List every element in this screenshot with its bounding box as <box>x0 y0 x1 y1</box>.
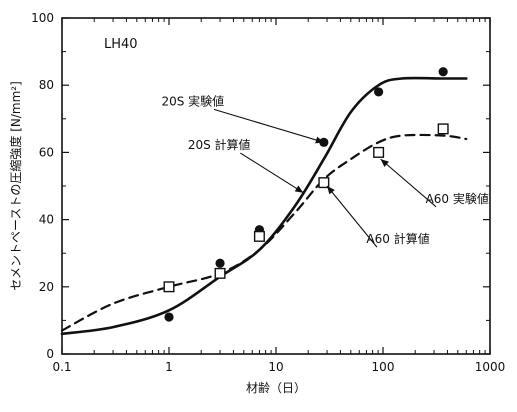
y-tick-label: 60 <box>39 145 54 159</box>
annotation-a60-exp-arrowhead <box>380 159 389 167</box>
x-tick-label: 0.1 <box>52 360 71 374</box>
annotation-20s-exp-arrowhead <box>315 136 324 144</box>
x-tick-label: 10 <box>268 360 283 374</box>
series-lines <box>60 76 468 336</box>
annotation-20s-calc-arrowhead <box>294 185 304 193</box>
annotation-20s-exp-label: 20S 実験値 <box>161 93 224 108</box>
y-axis-title: セメントペーストの圧縮強度 [N/mm²] <box>8 81 23 291</box>
s20-exp-point <box>438 67 448 77</box>
annotation-20s-calc-label: 20S 計算値 <box>188 137 251 152</box>
s20-calc-line <box>60 76 468 336</box>
y-tick-label: 100 <box>31 11 54 25</box>
panel-label: LH40 <box>104 37 138 52</box>
annotation-a60-calc-label: A60 計算値 <box>366 231 429 246</box>
x-tick-label: 100 <box>372 360 395 374</box>
axes <box>61 17 491 355</box>
annotation-20s-exp-leader <box>213 108 325 143</box>
annotation-a60-calc-arrowhead <box>327 186 335 195</box>
y-tick-label: 80 <box>39 78 54 92</box>
ticks: 0.1 1 10 100 1000 0 20 40 60 80 100 <box>31 11 505 374</box>
annotation-a60-exp-leader <box>380 158 437 208</box>
annotation-a60-calc-leader <box>326 185 378 248</box>
a60-exp-point <box>318 177 330 189</box>
y-tick-label: 20 <box>39 280 54 294</box>
plot-frame <box>61 17 491 355</box>
x-tick-label: 1 <box>165 360 173 374</box>
y-tick-label: 40 <box>39 213 54 227</box>
y-tick-label: 0 <box>46 347 54 361</box>
a60-exp-point <box>214 267 226 279</box>
s20-exp-point <box>374 87 384 97</box>
s20-exp-point <box>164 312 174 322</box>
s20-exp-point <box>215 258 225 268</box>
annotation-a60-exp-label: A60 実験値 <box>426 191 489 206</box>
a60-exp-point <box>163 281 175 293</box>
x-axis-title: 材齢（日） <box>246 380 306 395</box>
annotation-20s-calc-leader <box>240 152 304 194</box>
annotations: 20S 実験値 20S 計算値 A60 実験値 A60 計算値 <box>161 93 489 248</box>
a60-exp-point <box>437 123 449 135</box>
x-tick-label: 1000 <box>475 360 506 374</box>
a60-exp-point <box>253 230 265 242</box>
series-markers <box>163 67 449 322</box>
a60-exp-point <box>373 146 385 158</box>
